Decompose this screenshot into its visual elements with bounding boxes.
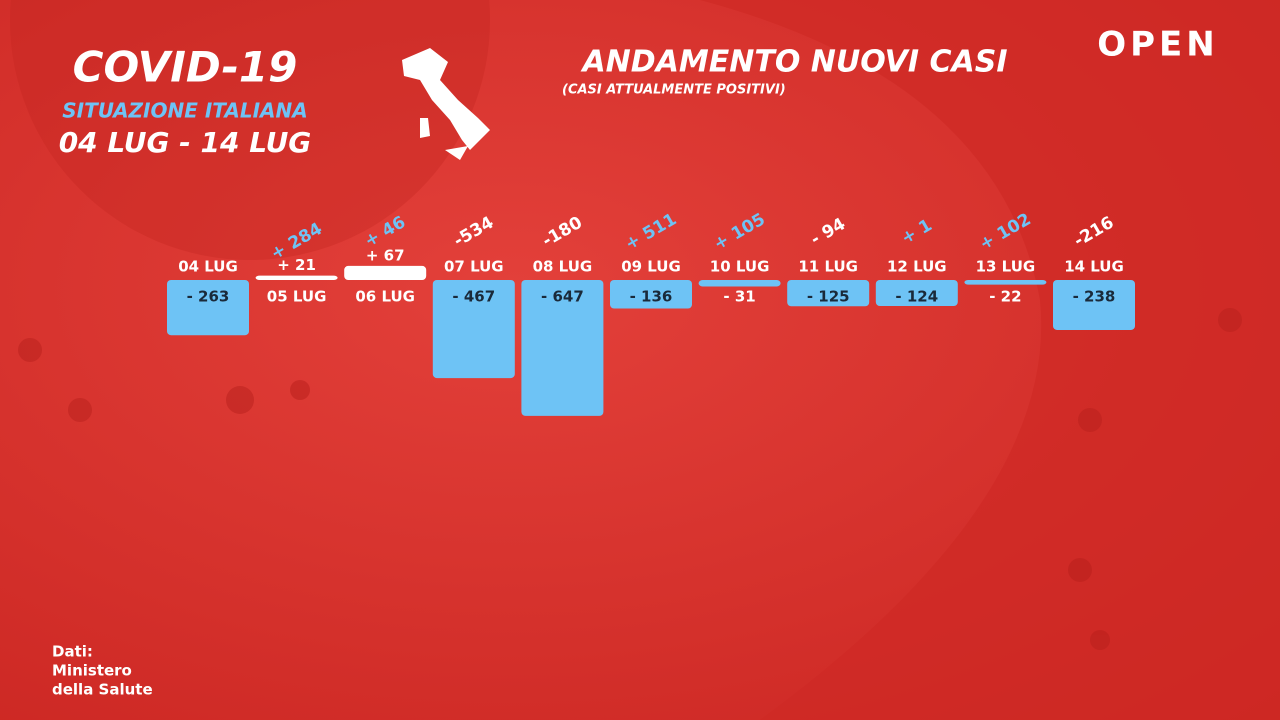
bar (255, 275, 338, 280)
source: Dati: (52, 643, 93, 661)
decoration (10, 0, 490, 260)
chart-subtitle: (CASI ATTUALMENTE POSITIVI) (562, 83, 786, 98)
bar (432, 280, 515, 379)
header-period: 04 LUG - 14 LUG (59, 126, 312, 159)
x-tick-label: 08 LUG (533, 258, 593, 276)
x-tick-label: 07 LUG (444, 258, 504, 276)
bar (610, 280, 692, 309)
value-label: - 31 (723, 288, 755, 306)
decoration (18, 308, 1242, 650)
bar (698, 280, 781, 287)
bar (521, 280, 604, 416)
value-label: - 263 (187, 288, 230, 306)
value-label: + 67 (366, 246, 405, 264)
value-label: - 125 (807, 288, 850, 306)
bar (344, 265, 427, 280)
x-tick-label: 06 LUG (355, 288, 415, 306)
value-label: - 238 (1073, 288, 1116, 306)
source: della Salute (52, 681, 153, 699)
value-label: - 124 (895, 288, 938, 306)
bar (167, 280, 249, 336)
header-subtitle: SITUAZIONE ITALIANA (62, 99, 308, 123)
decoration (700, 0, 1280, 720)
bar (1053, 280, 1135, 330)
bar (875, 280, 958, 307)
logo: OPEN (1097, 25, 1219, 65)
source: Ministero (52, 662, 132, 680)
value-label: - 136 (630, 288, 673, 306)
italy-map (402, 48, 490, 160)
value-label: - 647 (541, 288, 584, 306)
x-tick-label: 12 LUG (887, 258, 947, 276)
x-tick-label: 04 LUG (178, 258, 238, 276)
bar (787, 280, 870, 307)
header-title: COVID-19 (73, 43, 298, 92)
x-tick-label: 13 LUG (976, 258, 1036, 276)
x-tick-label: 10 LUG (710, 258, 770, 276)
chart-title: ANDAMENTO NUOVI CASI (580, 45, 1007, 80)
value-label: + 21 (277, 256, 316, 274)
x-tick-label: 05 LUG (267, 288, 327, 306)
bar (964, 280, 1047, 285)
x-tick-label: 14 LUG (1064, 258, 1124, 276)
x-tick-label: 11 LUG (798, 258, 858, 276)
value-label: - 467 (452, 288, 495, 306)
x-tick-label: 09 LUG (621, 258, 681, 276)
value-label: - 22 (989, 288, 1021, 306)
